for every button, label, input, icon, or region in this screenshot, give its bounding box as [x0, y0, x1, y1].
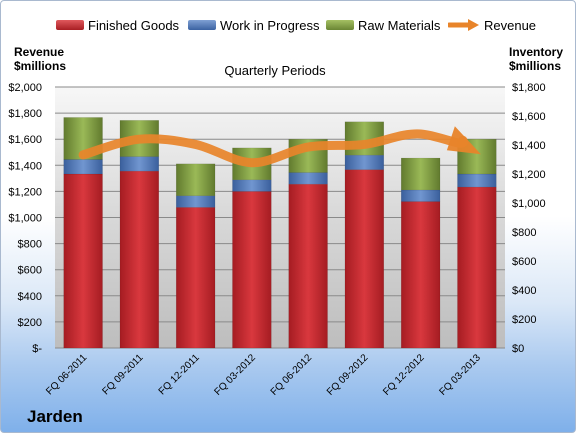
raw-materials-bar: [175, 163, 216, 197]
right-tick-label: $1,600: [512, 111, 546, 123]
work-in-progress-bar: [344, 154, 385, 170]
left-axis-title-line1: Revenue: [14, 45, 65, 59]
left-tick-label: $2,000: [8, 82, 42, 94]
legend-item-finished-goods: Finished Goods: [56, 15, 179, 35]
left-tick-label: $1,800: [8, 108, 42, 120]
work-in-progress-bar: [457, 173, 497, 188]
work-in-progress-swatch: [188, 20, 216, 30]
x-tick-label: FQ 03-2012: [212, 352, 258, 398]
right-tick-label: $1,400: [512, 140, 546, 152]
finished-goods-bar: [119, 170, 160, 349]
left-tick-label: $1,600: [8, 134, 42, 146]
x-tick-label: FQ 09-2012: [325, 352, 371, 398]
x-tick-label: FQ 12-2012: [381, 352, 427, 398]
finished-goods-bar: [63, 173, 103, 349]
left-axis-title: Revenue $millions: [14, 45, 66, 73]
x-tick-label: FQ 03-2013: [437, 352, 483, 398]
x-tick-label: FQ 12-2011: [157, 352, 202, 397]
revenue-arrowhead: [446, 126, 481, 155]
left-tick-label: $600: [18, 265, 42, 277]
finished-goods-bar: [288, 183, 328, 349]
right-tick-label: $400: [512, 285, 536, 297]
work-in-progress-bar: [119, 156, 160, 172]
right-tick-label: $1,200: [512, 169, 546, 181]
right-tick-label: $0: [512, 343, 524, 355]
right-tick-label: $1,800: [512, 82, 546, 94]
legend-label-finished-goods: Finished Goods: [88, 17, 180, 33]
left-tick-label: $400: [18, 291, 42, 303]
finished-goods-swatch: [56, 20, 84, 30]
right-tick-label: $600: [512, 256, 536, 268]
x-tick-label: FQ 06-2012: [269, 352, 315, 398]
revenue-line: [78, 129, 468, 168]
work-in-progress-bar: [232, 179, 272, 192]
legend-item-revenue: Revenue: [448, 15, 536, 35]
finished-goods-bar: [175, 207, 216, 349]
left-axis-title-line2: $millions: [14, 59, 67, 73]
right-tick-label: $800: [512, 227, 536, 239]
right-tick-label: $1,000: [512, 198, 546, 210]
legend: Finished Goods Work in Progress Raw Mate…: [56, 15, 569, 35]
legend-item-work-in-progress: Work in Progress: [188, 15, 319, 35]
legend-label-revenue: Revenue: [484, 17, 537, 33]
left-tick-label: $800: [18, 239, 42, 251]
left-tick-label: $1,200: [8, 186, 42, 198]
work-in-progress-bar: [400, 189, 441, 202]
left-tick-label: $1,400: [8, 160, 42, 172]
left-tick-label: $1,000: [8, 213, 42, 225]
right-axis-title: Inventory $millions: [509, 45, 563, 73]
work-in-progress-bar: [63, 159, 103, 175]
legend-label-work-in-progress: Work in Progress: [220, 17, 320, 33]
right-axis-title-line2: $millions: [508, 59, 561, 73]
x-tick-label: FQ 09-2011: [101, 352, 146, 397]
raw-materials-bar: [400, 157, 441, 191]
finished-goods-bar: [344, 169, 385, 349]
work-in-progress-bar: [175, 195, 216, 208]
right-axis-title-line1: Inventory: [508, 45, 563, 59]
x-tick-label: FQ 06-2011: [44, 352, 89, 397]
legend-item-raw-materials: Raw Materials: [326, 15, 440, 35]
work-in-progress-bar: [288, 172, 328, 185]
finished-goods-bar: [457, 186, 497, 349]
finished-goods-bar: [232, 191, 272, 349]
chart-title: Quarterly Periods: [224, 63, 326, 78]
finished-goods-bar: [400, 201, 441, 349]
left-tick-label: $-: [32, 343, 42, 355]
left-tick-label: $200: [18, 317, 42, 329]
right-tick-label: $200: [512, 314, 536, 326]
raw-materials-swatch: [326, 20, 354, 30]
company-name: Jarden: [27, 407, 83, 426]
legend-label-raw-materials: Raw Materials: [358, 17, 441, 33]
revenue-arrow-icon: [448, 19, 479, 31]
